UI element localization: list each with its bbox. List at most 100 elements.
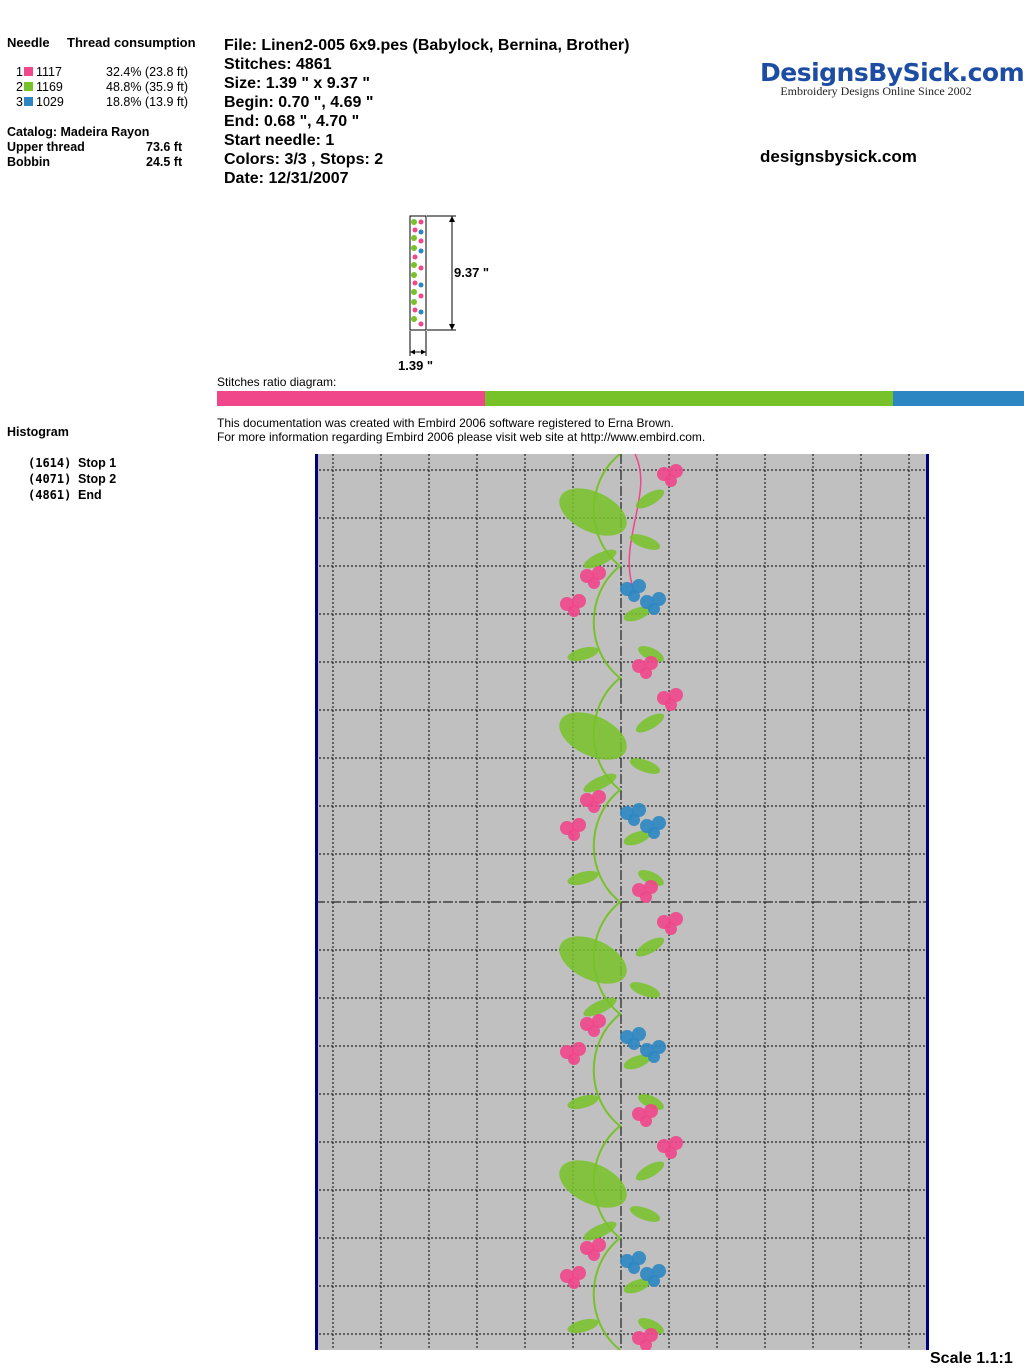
histogram-list: (1614) Stop 1 (4071) Stop 2 (4861) End: [28, 455, 116, 503]
blue-blossom: [628, 590, 640, 602]
thread-code: 1117: [36, 65, 62, 79]
ratio-label: Stitches ratio diagram:: [217, 375, 337, 389]
leaf-motif: [638, 1317, 664, 1335]
thumbnail-motifs: [411, 219, 424, 327]
histogram-row: (1614) Stop 1: [28, 455, 116, 471]
leaf-motif: [629, 758, 661, 774]
pink-blossom: [669, 912, 683, 926]
leaf-motif: [559, 1160, 627, 1208]
credits-line-2: For more information regarding Embird 20…: [217, 430, 706, 444]
thread-code: 1169: [36, 80, 63, 94]
pink-swatch: [24, 67, 33, 77]
pink-blossom: [592, 790, 606, 804]
leaf-motif: [638, 645, 664, 663]
scale-label: Scale 1.1:1: [930, 1350, 1013, 1367]
needle-number: 1: [16, 65, 23, 79]
leaf-motif: [567, 1094, 599, 1110]
blue-swatch: [24, 97, 33, 107]
blue-blossom: [648, 1275, 660, 1287]
width-dimension-label: 1.39 ": [398, 358, 434, 373]
blue-blossom: [648, 827, 660, 839]
stop-label: Stop 1: [78, 456, 117, 470]
stop-count: (4071): [28, 472, 72, 486]
stop-count: (4861): [28, 488, 72, 502]
thread-consumption: 32.4% (23.8 ft): [106, 65, 188, 79]
leaf-motif: [567, 870, 599, 886]
blue-blossom: [632, 579, 646, 593]
leaf-motif: [629, 982, 661, 998]
thread-consumption: 48.8% (35.9 ft): [106, 80, 188, 94]
leaf-motif: [583, 997, 617, 1017]
start-needle: Start needle: 1: [224, 132, 335, 149]
pink-blossom: [640, 1339, 652, 1350]
design-size: Size: 1.39 " x 9.37 ": [224, 75, 370, 92]
thread-consumption: 18.8% (13.9 ft): [106, 95, 188, 109]
bobbin-label: Bobbin: [7, 155, 51, 169]
pink-blossom: [644, 656, 658, 670]
leaf-motif: [623, 1278, 651, 1294]
website-label: designsbysick.com: [760, 147, 917, 166]
pink-blossom: [572, 1042, 586, 1056]
pink-blossom: [640, 1115, 652, 1127]
stop-count: (1614): [28, 456, 72, 470]
leaf-motif: [635, 937, 665, 957]
blue-blossom: [628, 1038, 640, 1050]
pink-blossom: [572, 818, 586, 832]
pink-blossom: [588, 801, 600, 813]
credits-line-1: This documentation was created with Embi…: [217, 416, 674, 430]
height-dimension-label: 9.37 ": [454, 265, 490, 280]
leaf-motif: [623, 606, 651, 622]
pink-blossom: [572, 1266, 586, 1280]
needle-header: Needle: [7, 35, 50, 50]
pink-blossom: [665, 1147, 677, 1159]
leaf-motif: [635, 1161, 665, 1181]
blue-blossom: [652, 1264, 666, 1278]
stitch-count: Stitches: 4861: [224, 56, 332, 73]
leaf-motif: [567, 1318, 599, 1334]
leaf-motif: [583, 773, 617, 793]
blue-blossom: [652, 816, 666, 830]
embroidery-preview: [315, 454, 929, 1350]
pink-blossom: [665, 923, 677, 935]
catalog-label: Catalog: Madeira Rayon: [7, 125, 150, 139]
leaf-motif: [559, 712, 627, 760]
ratio-segment-blue: [893, 391, 1024, 406]
pink-blossom: [640, 667, 652, 679]
pink-blossom: [588, 577, 600, 589]
upper-thread-label: Upper thread: [7, 140, 85, 154]
pink-blossom: [592, 1238, 606, 1252]
pink-blossom: [669, 1136, 683, 1150]
pink-blossom: [592, 566, 606, 580]
leaf-motif: [629, 534, 661, 550]
blue-blossom: [628, 1262, 640, 1274]
histogram-row: (4861) End: [28, 487, 116, 503]
pink-blossom: [588, 1249, 600, 1261]
upper-thread-value: 73.6 ft: [146, 140, 183, 154]
bobbin-value: 24.5 ft: [146, 155, 183, 169]
stitches-ratio-bar: [217, 391, 1024, 406]
blue-blossom: [652, 592, 666, 606]
leaf-motif: [629, 1206, 661, 1222]
leaf-motif: [623, 830, 651, 846]
designsbysick-logo: DesignsBySick.com Embroidery Designs Onl…: [760, 58, 1024, 99]
design-thumbnail: [409, 215, 456, 356]
pink-blossom: [592, 1014, 606, 1028]
ratio-segment-green: [484, 391, 894, 406]
blue-blossom: [632, 803, 646, 817]
blue-blossom: [648, 603, 660, 615]
pink-blossom: [669, 688, 683, 702]
pink-blossom: [568, 1277, 580, 1289]
pink-blossom: [568, 829, 580, 841]
histogram-row: (4071) Stop 2: [28, 471, 116, 487]
leaf-motif: [623, 1054, 651, 1070]
pink-blossom: [644, 1104, 658, 1118]
thread-list: 1 1117 32.4% (23.8 ft) 2 1169 48.8% (35.9 ft…: [16, 65, 188, 110]
thread-row: 1 1117 32.4% (23.8 ft): [16, 65, 188, 80]
blue-blossom: [632, 1251, 646, 1265]
thread-row: 3 1029 18.8% (13.9 ft): [16, 95, 188, 110]
leaf-motif: [583, 1221, 617, 1241]
leaf-motif: [635, 713, 665, 733]
blue-blossom: [628, 814, 640, 826]
file-name: File: Linen2-005 6x9.pes (Babylock, Bern…: [224, 37, 630, 54]
blue-blossom: [648, 1051, 660, 1063]
